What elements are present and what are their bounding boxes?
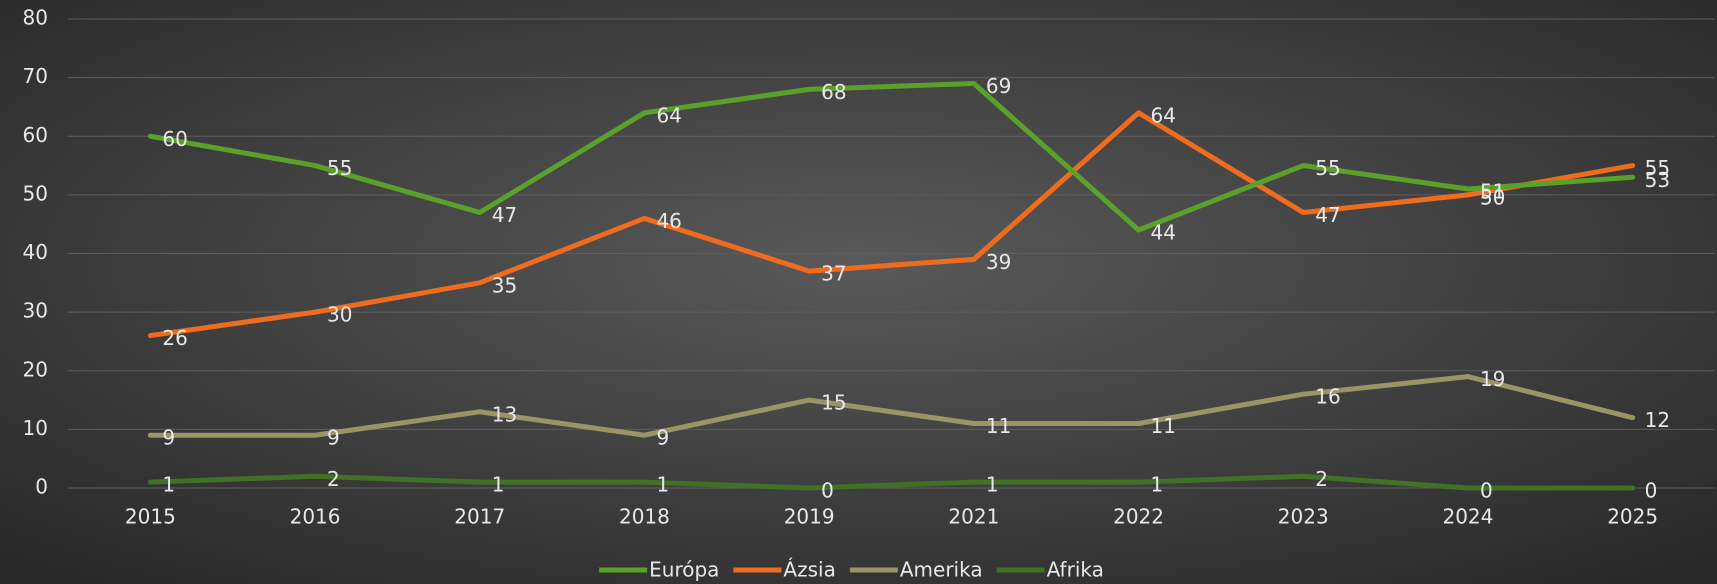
data-label: 55: [1645, 156, 1670, 180]
y-tick-label: 60: [23, 123, 48, 147]
y-tick-label: 80: [23, 6, 48, 30]
y-tick-label: 40: [23, 240, 48, 264]
data-label: 44: [1151, 221, 1176, 245]
data-label: 2: [327, 467, 340, 491]
data-label: 12: [1645, 408, 1670, 432]
data-label: 46: [656, 209, 681, 233]
data-label: 47: [1315, 203, 1340, 227]
data-label: 69: [986, 74, 1011, 98]
data-label: 0: [1645, 479, 1658, 503]
x-tick-label: 2022: [1113, 505, 1164, 529]
data-label: 64: [656, 103, 681, 127]
data-label: 9: [162, 426, 175, 450]
data-label: 60: [162, 127, 187, 151]
data-label: 13: [492, 402, 517, 426]
series-line: [147, 374, 1636, 438]
series-line: [147, 80, 1636, 233]
data-label: 55: [327, 156, 352, 180]
series-line: [147, 110, 1636, 339]
data-label: 19: [1480, 367, 1505, 391]
y-tick-label: 50: [23, 181, 48, 205]
data-label: 11: [986, 414, 1011, 438]
data-label: 55: [1315, 156, 1340, 180]
legend-label: Ázsia: [783, 558, 835, 582]
series-line: [147, 473, 1636, 491]
data-label: 39: [986, 250, 1011, 274]
data-label: 47: [492, 203, 517, 227]
x-tick-label: 2016: [290, 505, 341, 529]
legend: Európa Ázsia Amerika Afrika: [599, 558, 1104, 582]
data-label: 35: [492, 273, 517, 297]
legend-label: Európa: [649, 558, 719, 582]
data-label: 15: [821, 391, 846, 415]
data-label: 1: [162, 473, 175, 497]
data-label: 37: [821, 262, 846, 286]
y-tick-label: 10: [23, 416, 48, 440]
data-label: 30: [327, 303, 352, 327]
data-label: 51: [1480, 180, 1505, 204]
x-tick-label: 2017: [454, 505, 505, 529]
x-tick-label: 2019: [784, 505, 835, 529]
x-tick-label: 2025: [1607, 505, 1658, 529]
data-label: 16: [1315, 385, 1340, 409]
legend-label: Amerika: [900, 558, 983, 582]
data-label: 2: [1315, 467, 1328, 491]
data-label: 9: [327, 426, 340, 450]
x-tick-label: 2021: [948, 505, 999, 529]
y-tick-label: 0: [35, 475, 48, 499]
data-label: 9: [656, 426, 669, 450]
data-label: 0: [821, 479, 834, 503]
legend-label: Afrika: [1047, 558, 1104, 582]
data-label: 50: [1480, 185, 1505, 209]
data-label: 53: [1645, 168, 1670, 192]
x-tick-label: 2023: [1278, 505, 1329, 529]
data-label: 26: [162, 326, 187, 350]
data-label: 64: [1151, 103, 1176, 127]
data-label: 1: [1151, 473, 1164, 497]
x-tick-label: 2018: [619, 505, 670, 529]
x-tick-label: 2015: [125, 505, 176, 529]
data-label: 68: [821, 80, 846, 104]
data-label: 1: [656, 473, 669, 497]
y-tick-label: 30: [23, 299, 48, 323]
data-label: 1: [492, 473, 505, 497]
x-tick-label: 2024: [1442, 505, 1493, 529]
data-label: 0: [1480, 479, 1493, 503]
data-label: 11: [1151, 414, 1176, 438]
y-tick-label: 20: [23, 357, 48, 381]
y-tick-label: 70: [23, 64, 48, 88]
data-label: 1: [986, 473, 999, 497]
